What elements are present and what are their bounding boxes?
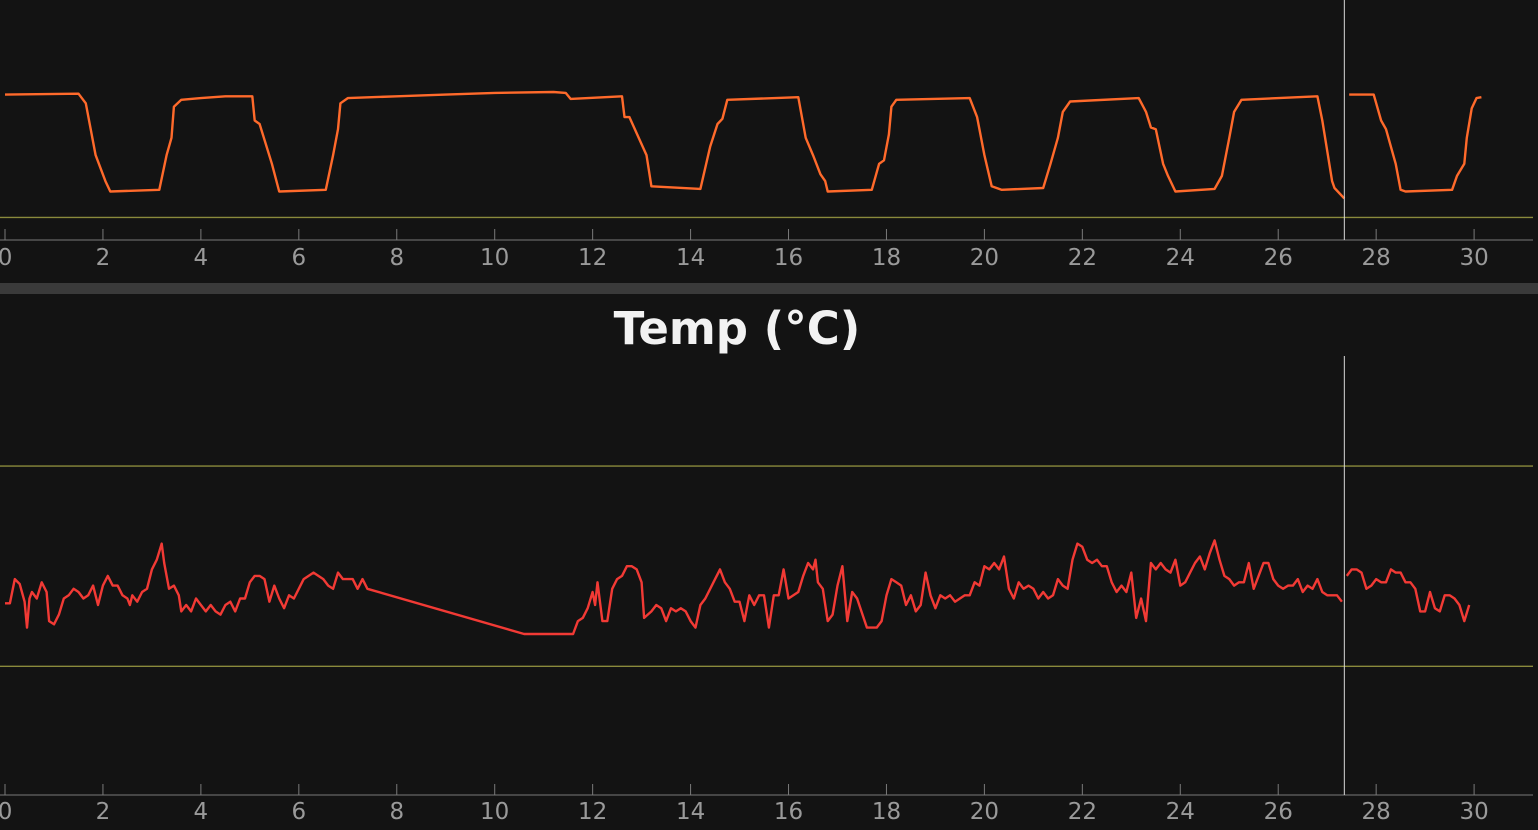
top-x-tick-label: 2: [96, 245, 111, 271]
top-x-tick-label: 30: [1459, 245, 1488, 271]
temp-x-tick-label: 2: [96, 799, 111, 825]
temp-x-tick-label: 28: [1362, 799, 1391, 825]
temp-x-tick-label: 24: [1166, 799, 1195, 825]
temp-x-tick-label: 4: [194, 799, 209, 825]
chart-divider[interactable]: [0, 283, 1538, 294]
temp-x-tick-label: 0: [0, 799, 12, 825]
top-x-tick-label: 10: [480, 245, 509, 271]
temp-x-tick-label: 18: [872, 799, 901, 825]
top-x-tick-label: 22: [1068, 245, 1097, 271]
top-x-tick-label: 16: [774, 245, 803, 271]
top-x-tick-label: 4: [194, 245, 209, 271]
temp-x-tick-label: 30: [1459, 799, 1488, 825]
temp-x-tick-label: 8: [389, 799, 404, 825]
top-x-tick-label: 24: [1166, 245, 1195, 271]
top-line-chart: 0 2 4 6 8 10 12 14 16 18 20 22 24 26 28 30: [0, 0, 1533, 271]
top-x-tick-label: 8: [389, 245, 404, 271]
temp-line-chart: 0 2 4 6 8 10 12 14 16 18 20 22 24 26 28 30: [0, 356, 1533, 825]
temp-x-tick-label: 16: [774, 799, 803, 825]
top-x-tick-label: 14: [676, 245, 705, 271]
temp-chart-title: Temp (°C): [614, 302, 861, 355]
temp-x-tick-label: 10: [480, 799, 509, 825]
top-x-tick-label: 12: [578, 245, 607, 271]
top-x-tick-label: 20: [970, 245, 999, 271]
temp-x-tick-label: 22: [1068, 799, 1097, 825]
temp-x-tick-label: 26: [1264, 799, 1293, 825]
top-series-line-0: [4, 90, 1482, 200]
top-x-tick-label: 26: [1264, 245, 1293, 271]
top-x-tick-label: 0: [0, 245, 12, 271]
top-x-tick-label: 18: [872, 245, 901, 271]
temp-series-line-0: [5, 539, 1471, 636]
top-x-tick-label: 28: [1362, 245, 1391, 271]
temp-x-tick-label: 20: [970, 799, 999, 825]
temp-x-tick-label: 12: [578, 799, 607, 825]
temp-x-tick-label: 14: [676, 799, 705, 825]
top-x-tick-label: 6: [291, 245, 306, 271]
temp-x-tick-label: 6: [291, 799, 306, 825]
